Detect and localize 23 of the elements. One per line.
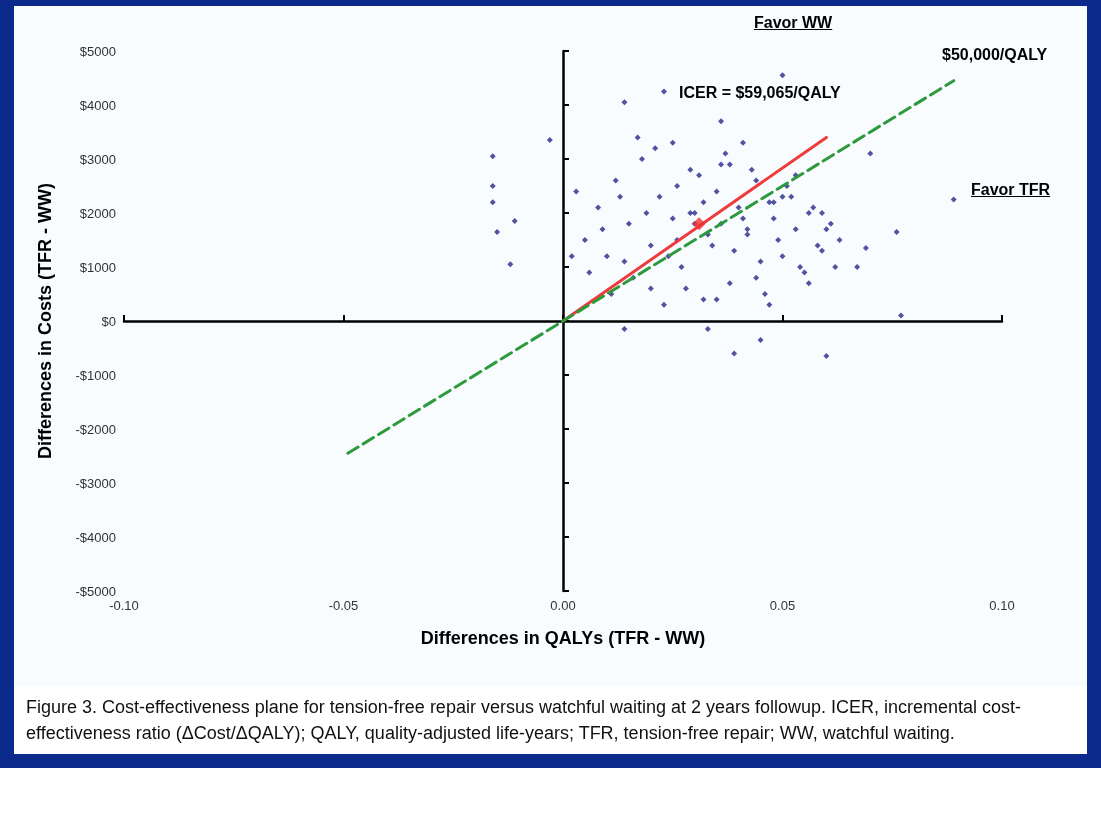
annotation: Favor TFR	[971, 181, 1051, 199]
x-tick-label: 0.00	[550, 598, 576, 613]
x-tick-label: -0.05	[328, 598, 359, 613]
annotation: $50,000/QALY	[942, 46, 1048, 64]
y-tick-label: -$4000	[75, 529, 116, 545]
text: Favor WW	[754, 14, 833, 32]
y-axis-title: Differences in Costs (TFR - WW)	[35, 182, 55, 460]
x-tick-label: -0.10	[109, 598, 139, 613]
caption: Figure 3. Cost-effectiveness plane for tension-free repair versus watchful waiting at 2 years followup. ICER, incremental cost-effectiveness ratio (ΔCost/ΔQALY); QALY, quality-adjusted life-years; TFR, tension-free repair; WW, watchful waiting.	[14, 686, 1087, 754]
y-tick-label: $5000	[79, 43, 116, 59]
y-tick-label: $3000	[79, 151, 116, 167]
y-tick-label: -$2000	[75, 421, 116, 437]
y-tick-label: $2000	[79, 205, 116, 221]
annotation: ICER = $59,065/QALY	[679, 84, 841, 102]
y-tick-label: -$1000	[75, 367, 116, 383]
y-tick-label: $1000	[79, 259, 116, 275]
y-tick-label: -$5000	[75, 583, 116, 599]
y-tick-label: -$3000	[75, 475, 116, 491]
x-tick-label: 0.10	[989, 598, 1015, 613]
y-tick-label: $0	[101, 313, 116, 329]
x-axis-title: Differences in QALYs (TFR - WW)	[420, 628, 706, 648]
x-tick-label: 0.05	[769, 598, 796, 613]
y-tick-label: $4000	[79, 97, 116, 113]
